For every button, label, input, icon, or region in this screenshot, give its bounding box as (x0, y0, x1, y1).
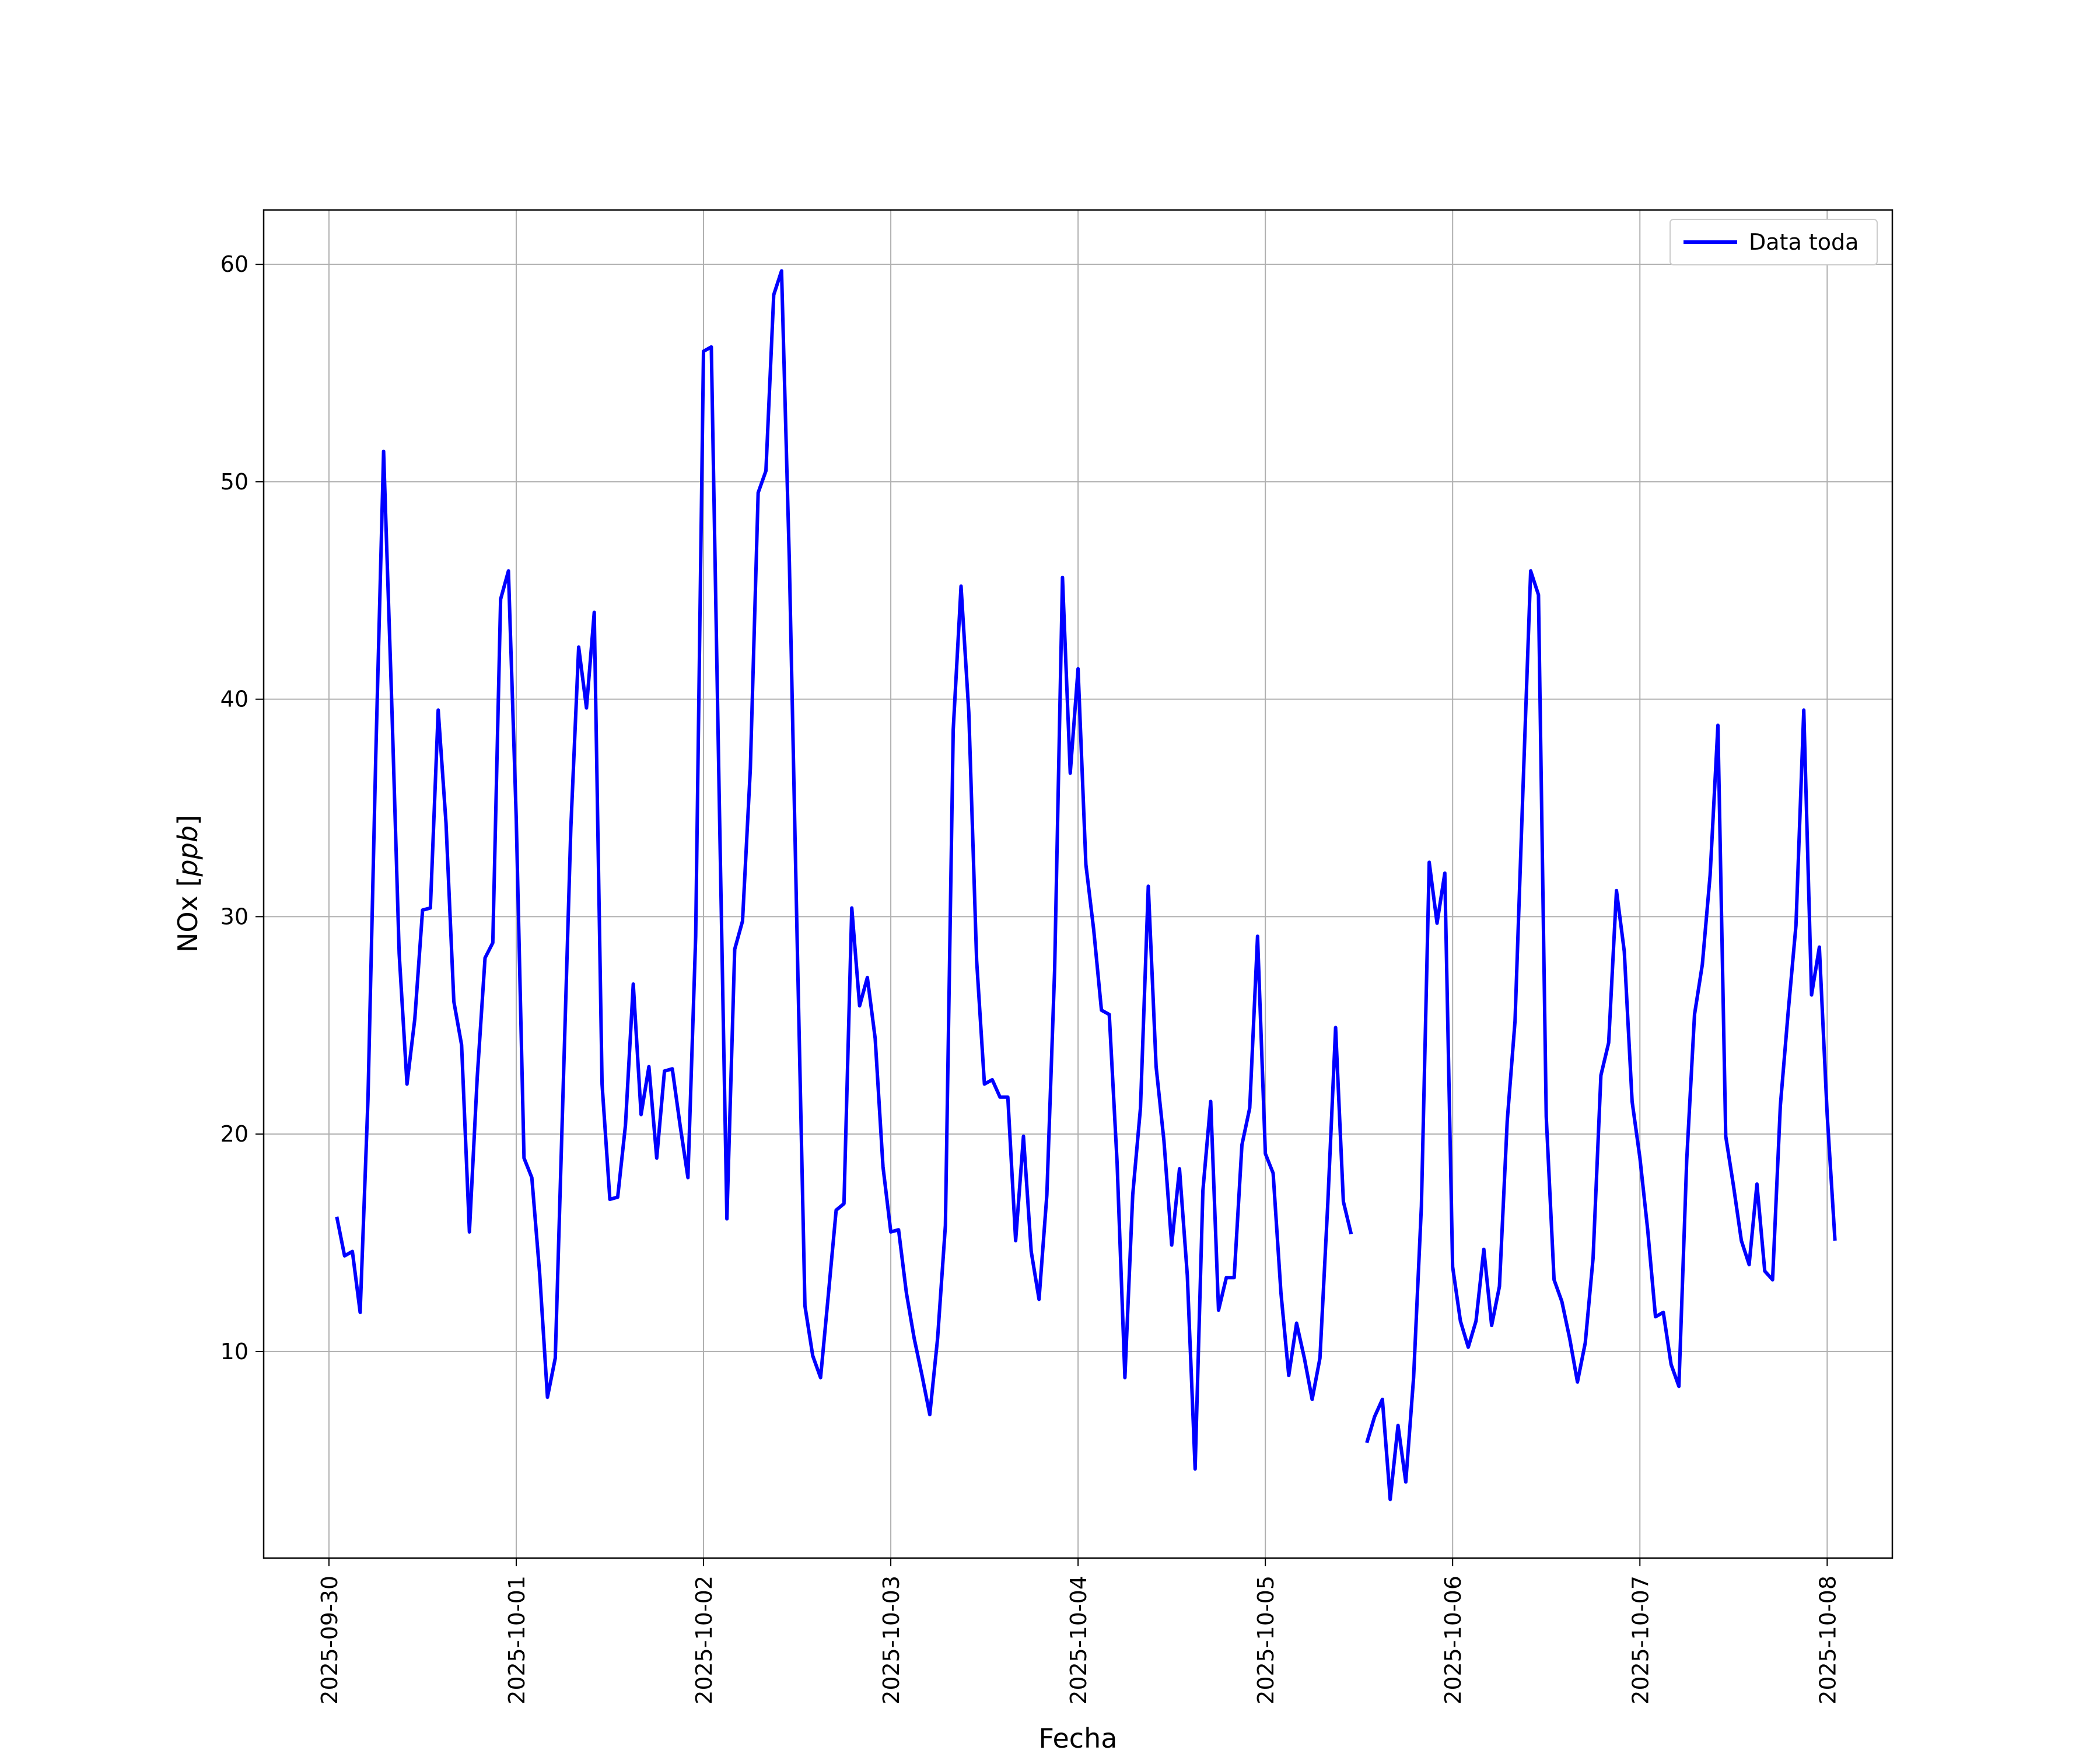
y-tick-label: 40 (220, 687, 249, 712)
y-tick-label: 30 (220, 904, 249, 929)
x-tick-label: 2025-10-06 (1440, 1576, 1466, 1704)
x-tick-label: 2025-10-02 (691, 1576, 717, 1704)
y-tick-label: 50 (220, 469, 249, 495)
x-tick-label: 2025-09-30 (317, 1576, 342, 1704)
y-axis-label: NOx [ppb] (172, 815, 204, 953)
x-tick-label: 2025-10-05 (1253, 1576, 1279, 1704)
series-line (335, 269, 1837, 1502)
y-tick-label: 20 (220, 1121, 249, 1147)
x-tick-label: 2025-10-04 (1066, 1576, 1091, 1704)
x-tick-label: 2025-10-07 (1628, 1576, 1653, 1704)
x-axis: 2025-09-30 2025-10-01 2025-10-02 2025-10-03… (317, 1558, 1840, 1704)
x-tick-label: 2025-10-03 (878, 1576, 904, 1704)
x-tick-label: 2025-10-01 (504, 1576, 530, 1704)
x-tick-label: 2025-10-08 (1815, 1576, 1840, 1704)
y-axis-label-unit: ppb (172, 825, 204, 877)
y-axis: 10 20 30 40 50 60 (220, 251, 264, 1364)
legend: Data toda (1670, 219, 1878, 265)
legend-box (1670, 219, 1878, 265)
series-layer (335, 269, 1837, 1502)
y-axis-label-text: NOx (172, 895, 204, 953)
x-axis-label: Fecha (1039, 1723, 1118, 1750)
y-tick-label: 10 (220, 1339, 249, 1364)
legend-label: Data toda (1749, 229, 1859, 255)
y-tick-label: 60 (220, 251, 249, 277)
